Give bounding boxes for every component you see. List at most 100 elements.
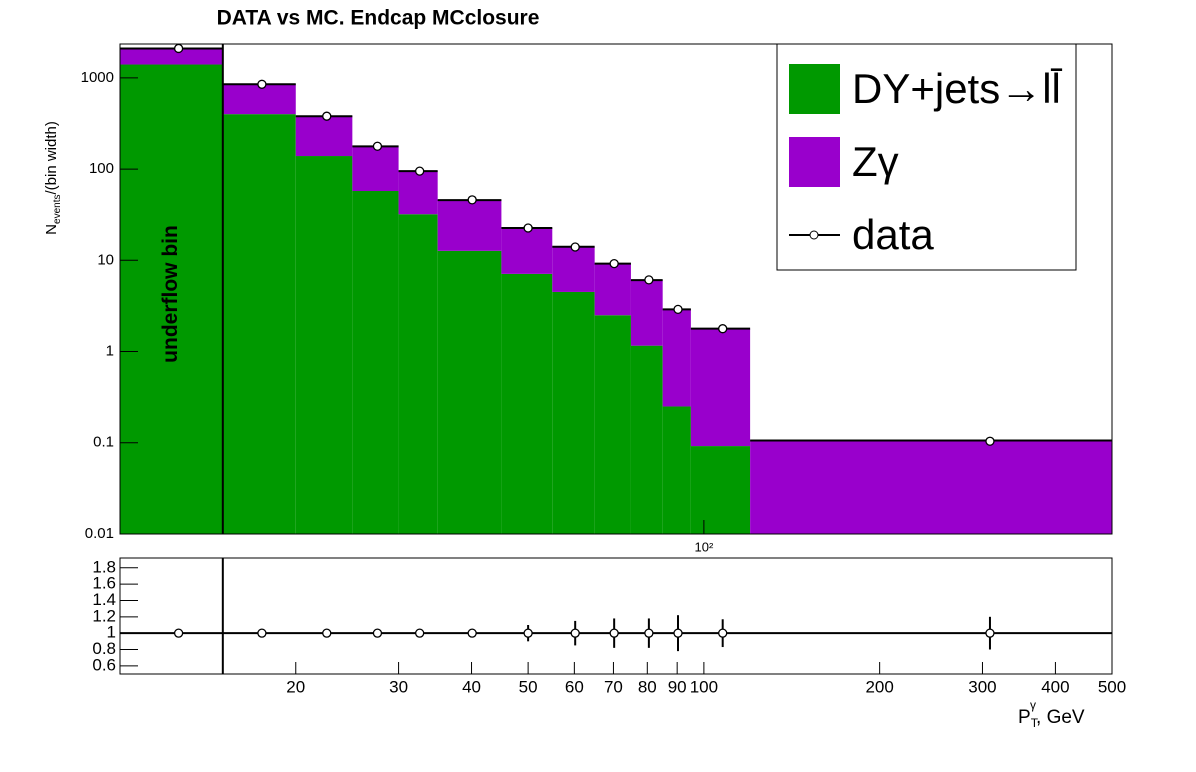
bar-segment: [594, 315, 631, 534]
x-tick-label: 10²: [694, 539, 713, 554]
x-tick-label: 100: [690, 677, 718, 696]
ratio-point: [467, 628, 477, 638]
plot-frame: [119, 43, 1113, 535]
bar-segment: [690, 328, 751, 447]
ratio-point: [673, 628, 683, 638]
ratio-point: [985, 628, 995, 638]
chart-title: DATA vs MC. Endcap MCclosure: [217, 7, 540, 30]
ratio-point: [257, 628, 267, 638]
y-label-main: N: [43, 224, 60, 235]
bar-segment: [222, 84, 296, 115]
plot-frame: [119, 557, 1113, 675]
legend: DY+jets→ll̄ Zγ data: [776, 43, 1077, 271]
x-tick-label: 70: [604, 677, 623, 696]
y-label-rest: /(bin width): [43, 121, 60, 194]
y-label-sub: events: [52, 195, 63, 224]
bar-segment: [398, 214, 438, 534]
y-tick-label: 0.6: [92, 655, 116, 674]
bar-segment: [594, 263, 631, 316]
x-tick-label: 90: [668, 677, 687, 696]
ratio-point: [322, 628, 332, 638]
data-point: [257, 79, 267, 89]
y-axis-label: Nevents/(bin width): [43, 121, 63, 235]
legend-label: data: [852, 211, 934, 258]
x-label-main: P: [1018, 707, 1031, 728]
y-tick-label: 1.6: [92, 574, 116, 593]
bar-segment: [662, 406, 691, 534]
bar-segment: [552, 291, 595, 534]
y-tick-label: 1.2: [92, 606, 116, 625]
y-tick-label: 0.8: [92, 639, 116, 658]
data-point: [985, 436, 995, 446]
y-tick-label: 1: [107, 623, 116, 642]
bar-segment: [501, 228, 553, 274]
x-tick-label: 400: [1041, 677, 1069, 696]
bar-segment: [295, 156, 353, 534]
y-tick-label: 1.4: [92, 590, 116, 609]
legend-label: Zγ: [852, 138, 899, 185]
x-label-sup: γ: [1030, 698, 1036, 712]
x-tick-label: 60: [565, 677, 584, 696]
bar-segment: [120, 48, 223, 65]
x-tick-label: 80: [638, 677, 657, 696]
data-point: [372, 141, 383, 151]
bar-segment: [662, 309, 691, 407]
data-point: [718, 324, 728, 334]
bar-segment: [352, 191, 399, 534]
bar-segment: [222, 114, 296, 535]
ratio-point: [173, 628, 184, 638]
x-tick-label: 200: [865, 677, 893, 696]
x-tick-label: 500: [1098, 677, 1126, 696]
ratio-point: [644, 628, 654, 638]
bar-segment: [630, 280, 663, 346]
ratio-point: [523, 628, 533, 638]
y-tick-label: 0.1: [93, 434, 114, 451]
ratio-point: [570, 628, 580, 638]
data-point: [173, 43, 184, 54]
legend-marker: [809, 230, 819, 240]
annotation: underflow bin: [159, 225, 182, 363]
data-point: [570, 242, 580, 252]
y-tick-label: 100: [89, 160, 114, 177]
y-tick-label: 10: [97, 251, 114, 268]
legend-swatch: [789, 137, 840, 187]
main-panel: underflow bin 0.01 0.1 1 10 100 1000 10²: [81, 43, 1113, 554]
x-axis-label: PTγ, GeV: [1018, 698, 1085, 730]
bar-segment: [750, 440, 1112, 534]
data-point: [609, 258, 619, 269]
y-tick-label: 1: [106, 343, 114, 360]
x-tick-label: 30: [389, 677, 408, 696]
bar-segment: [630, 345, 663, 534]
data-point: [415, 166, 425, 176]
x-label-sub: T: [1031, 716, 1039, 730]
legend-label: DY+jets→ll̄: [852, 65, 1062, 112]
bar-segment: [398, 171, 438, 215]
data-point: [523, 223, 533, 233]
legend-swatch: [789, 64, 840, 114]
x-label-rest: , GeV: [1036, 707, 1085, 728]
data-point: [644, 275, 654, 285]
ratio-point: [609, 628, 619, 638]
bar-segment: [437, 200, 502, 251]
ratio-panel: 0.60.811.21.41.61.8 20 30 40 50 60 70 80 90 100 20…: [92, 557, 1126, 696]
x-tick-label: 50: [519, 677, 538, 696]
data-point: [673, 304, 683, 315]
y-tick-label: 1.8: [92, 557, 116, 576]
data-point: [467, 195, 477, 205]
bar-segment: [501, 273, 553, 534]
x-tick-label: 20: [286, 677, 305, 696]
x-tick-label: 300: [968, 677, 996, 696]
y-tick-label: 1000: [81, 69, 114, 86]
bar-segment: [295, 116, 353, 157]
data-point: [322, 111, 332, 121]
bar-segment: [552, 246, 595, 292]
bar-segment: [352, 146, 399, 192]
ratio-point: [415, 628, 425, 638]
ratio-point: [372, 628, 383, 638]
bar-segment: [120, 64, 223, 535]
bar-segment: [437, 250, 502, 535]
bar-segment: [690, 446, 751, 534]
y-tick-label: 0.01: [85, 525, 114, 542]
x-tick-label: 40: [462, 677, 481, 696]
